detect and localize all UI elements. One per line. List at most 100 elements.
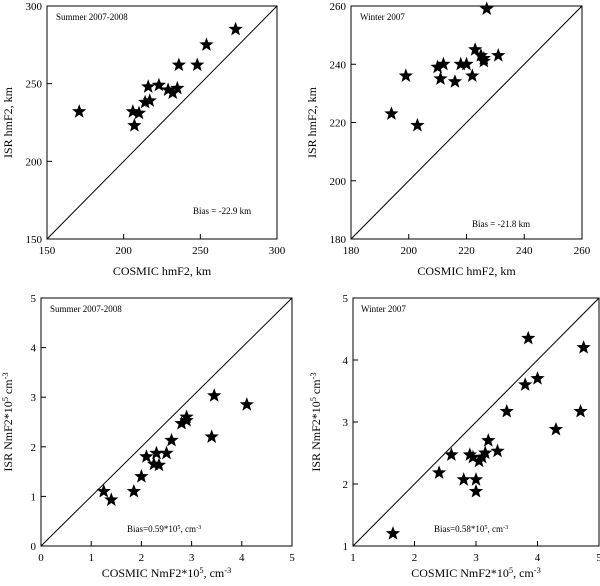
y-tick-label: 4 [31, 343, 37, 355]
y-tick-label: 5 [343, 293, 349, 305]
x-tick-label: 260 [574, 245, 591, 257]
x-tick-label: 4 [535, 552, 541, 564]
y-tick-label: 180 [330, 234, 347, 246]
data-point-star [576, 340, 591, 354]
y-axis-label: ISR hmF2, km [1, 86, 15, 158]
y-tick-label: 150 [26, 234, 43, 246]
data-point-star [139, 449, 154, 463]
identity-line [352, 297, 600, 547]
data-point-star [385, 526, 401, 540]
data-point-star [164, 432, 179, 447]
x-axis-label: COSMIC hmF2, km [113, 264, 212, 278]
data-point-star [165, 85, 180, 100]
x-tick-label: 2 [412, 552, 418, 564]
data-point-star [199, 37, 214, 51]
chart-summer-nmf2: 0 1 2 3 4 5 0 1 2 3 4 5 Summer 2007-2008 Bias=0.59*10… [1, 293, 296, 580]
data-point-star [151, 457, 167, 472]
data-point-star [447, 74, 463, 88]
x-tick-label: 5 [289, 552, 295, 564]
y-tick-label: 250 [26, 79, 43, 91]
x-tick-label: 150 [39, 245, 56, 257]
x-axis-label: COSMIC hmF2, km [417, 264, 516, 278]
identity-line [350, 5, 583, 240]
data-point-star [384, 106, 399, 120]
data-point-star [499, 403, 514, 418]
plot-frame [46, 5, 278, 240]
y-tick-label: 260 [330, 1, 347, 13]
data-point-star [171, 57, 186, 72]
data-point-star [478, 445, 493, 460]
data-point-star [518, 377, 533, 391]
chart-summer-hmf2: 150 200 250 300 150 200 250 300 Summer 2007-2008… [1, 1, 286, 278]
data-point-star [444, 447, 459, 461]
y-axis-label: ISR hmF2, km [305, 86, 319, 158]
x-tick-label: 3 [189, 552, 195, 564]
data-point-star [174, 415, 189, 430]
data-point-star [142, 93, 157, 107]
chart-winter-hmf2: 180 200 220 240 260 180 200 220 240 260 Winter 200… [305, 1, 591, 278]
data-point-star [433, 71, 448, 85]
data-point-star [479, 1, 494, 15]
data-point-star [96, 483, 111, 498]
identity-line [40, 297, 293, 547]
data-point-star [573, 403, 588, 418]
bias-annotation: Bias=0.59*105, cm-3 [127, 524, 201, 535]
data-point-star [179, 413, 194, 427]
data-point-star [204, 429, 219, 443]
x-tick-label: 2 [139, 552, 145, 564]
bias-annotation: Bias=0.58*105, cm-3 [434, 524, 508, 535]
data-point-star [141, 79, 156, 93]
y-tick-label: 3 [343, 417, 349, 429]
bias-annotation: Bias = -22.9 km [193, 206, 251, 216]
y-tick-label: 200 [330, 176, 347, 188]
data-point-star [481, 433, 496, 447]
x-tick-label: 5 [596, 552, 600, 564]
data-point-star [138, 94, 153, 109]
chart-title: Summer 2007-2008 [50, 304, 122, 314]
data-point-star [159, 445, 174, 460]
data-point-star [530, 371, 545, 385]
data-point-star [462, 447, 477, 461]
identity-line [46, 5, 278, 240]
data-point-star [430, 59, 445, 74]
y-tick-label: 4 [343, 355, 349, 367]
x-tick-label: 1 [88, 552, 94, 564]
x-tick-label: 240 [516, 245, 533, 257]
data-point-star [151, 77, 167, 92]
data-point-star [104, 492, 119, 506]
y-tick-label: 1 [31, 491, 37, 503]
plot-frame [40, 297, 293, 547]
x-tick-label: 180 [343, 245, 360, 257]
data-point-star [436, 56, 451, 71]
bias-annotation: Bias = -21.8 km [472, 219, 530, 229]
data-point-star [228, 21, 243, 36]
chart-title: Summer 2007-2008 [56, 12, 128, 22]
chart-winter-nmf2: 1 2 3 4 5 1 2 3 4 5 Winter 2007 Bias=0.58*105, cm-3… [309, 293, 600, 580]
y-tick-label: 3 [31, 392, 37, 404]
data-point-star [453, 56, 468, 71]
data-point-star [161, 82, 176, 96]
y-tick-label: 300 [26, 1, 43, 13]
data-point-star [398, 68, 413, 82]
data-point-star [490, 443, 505, 458]
data-point-star [468, 42, 483, 56]
x-tick-label: 3 [473, 552, 479, 564]
y-tick-label: 1 [343, 541, 349, 553]
x-tick-label: 200 [115, 245, 132, 257]
x-tick-label: 0 [38, 552, 44, 564]
data-point-star [149, 445, 164, 460]
data-point-star [456, 472, 471, 486]
data-point-star [548, 421, 564, 436]
data-point-star [491, 48, 506, 62]
data-point-star [459, 56, 474, 71]
data-point-star [473, 48, 489, 62]
y-tick-label: 5 [31, 293, 37, 305]
data-point-star [126, 483, 141, 498]
x-tick-label: 220 [458, 245, 475, 257]
x-tick-label: 4 [239, 552, 245, 564]
data-point-star [410, 117, 425, 132]
chart-title: Winter 2007 [360, 12, 405, 22]
x-tick-label: 200 [401, 245, 418, 257]
data-point-star [170, 80, 185, 95]
